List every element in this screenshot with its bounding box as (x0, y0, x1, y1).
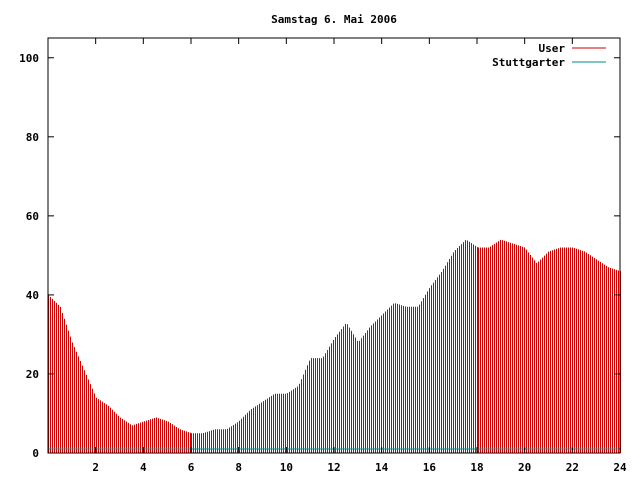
x-tick-label: 4 (140, 461, 147, 474)
y-tick-label: 20 (26, 368, 39, 381)
y-tick-label: 0 (32, 447, 39, 460)
y-tick-label: 60 (26, 210, 39, 223)
user-series-bars (48, 239, 621, 453)
legend: User Stuttgarter (492, 42, 606, 69)
chart-title: Samstag 6. Mai 2006 (271, 13, 397, 26)
x-tick-label: 8 (235, 461, 242, 474)
legend-label-stuttgarter: Stuttgarter (492, 56, 565, 69)
x-tick-label: 10 (280, 461, 293, 474)
x-tick-label: 16 (423, 461, 437, 474)
legend-label-user: User (539, 42, 566, 55)
x-tick-label: 24 (613, 461, 627, 474)
x-tick-label: 12 (327, 461, 340, 474)
y-axis: 0 20 40 60 80 100 (19, 52, 620, 460)
x-tick-label: 22 (566, 461, 579, 474)
x-tick-label: 20 (518, 461, 531, 474)
y-tick-label: 100 (19, 52, 39, 65)
x-axis: 2 4 6 8 10 12 14 16 18 20 22 24 (92, 38, 627, 474)
y-tick-label: 80 (26, 131, 39, 144)
x-tick-label: 6 (188, 461, 195, 474)
y-tick-label: 40 (26, 289, 39, 302)
x-tick-label: 2 (92, 461, 99, 474)
x-tick-label: 18 (470, 461, 483, 474)
x-tick-label: 14 (375, 461, 389, 474)
